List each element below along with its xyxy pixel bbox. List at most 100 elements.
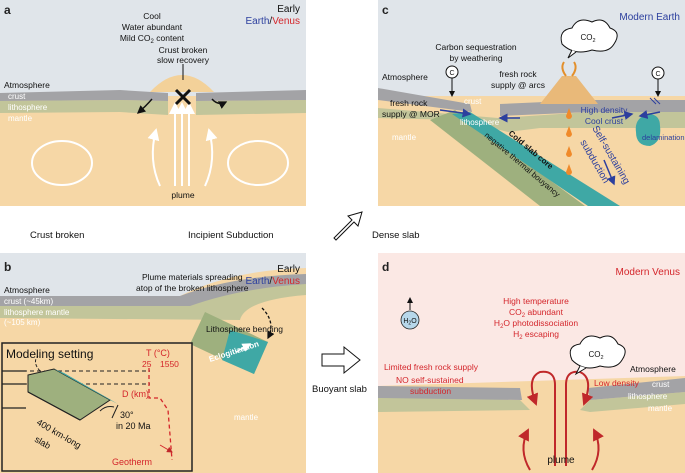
panel-d-crust-right: [588, 378, 685, 400]
panel-c-carbon-1: Carbon sequestration: [435, 42, 517, 52]
panel-c-slab-core: [452, 112, 620, 206]
panel-c-volcano: [540, 76, 598, 104]
magma-drop: [566, 164, 572, 175]
co2-cloud-icon: [569, 335, 626, 369]
panel-a-crust-right: [196, 90, 306, 101]
panel-a-era: Early: [277, 4, 300, 15]
dense-slab-arrow-icon: [333, 211, 363, 241]
inset-age-label: in 20 Ma: [116, 421, 151, 431]
panel-c-mor-1: fresh rock: [390, 98, 428, 108]
inset-angle-line: [111, 404, 119, 419]
panel-a-letter: a: [4, 3, 11, 17]
panel-c-lithosphere: [378, 108, 685, 132]
panel-c-delamination: delamination: [642, 133, 685, 142]
panel-d-no-self-2: subduction: [410, 386, 451, 396]
inset-title: Modeling setting: [6, 347, 93, 361]
inset-geotherm-label: Geotherm: [112, 457, 152, 467]
panel-a-curl-arrow-left: [136, 98, 153, 114]
eclogitization-arrow: [235, 343, 252, 353]
panel-d-plume: plume: [547, 455, 575, 466]
panel-a-cond-1: Cool: [143, 11, 161, 21]
panel-d-h2o: H2O: [403, 318, 417, 327]
geotherm-curve: [148, 368, 173, 461]
panel-d-lithosphere-left: [378, 397, 530, 412]
panel-c-eruption: [561, 61, 577, 77]
panel-d-crust: crust: [652, 380, 670, 389]
break-mark: [653, 97, 661, 105]
panel-c-atmosphere: Atmosphere: [382, 72, 428, 82]
panel-d-atmosphere: Atmosphere: [630, 364, 676, 374]
inset-dash-curve: [34, 355, 41, 372]
co2-cloud-icon: [560, 19, 618, 53]
panel-d-c1: High temperature: [503, 296, 569, 306]
delamination-blob: [635, 114, 661, 146]
buoyant-slab-arrow-icon: [321, 345, 361, 375]
cloud-tail: [574, 365, 587, 376]
panel-d-lithosphere: lithosphere: [628, 392, 668, 401]
panel-c-letter: c: [382, 3, 389, 17]
panel-a-broken-1: Crust broken: [159, 45, 208, 55]
crust-broken-label: Crust broken: [30, 230, 84, 241]
panel-a-lithosphere-right: [196, 100, 306, 115]
panel-d-no-self-1: NO self-sustained: [396, 375, 464, 385]
panel-b-letter: b: [4, 260, 11, 274]
panel-b-lith-2: (~105 km): [4, 318, 41, 327]
panel-a-convection-left: [31, 140, 93, 186]
inset-angle-label: 30°: [120, 410, 134, 420]
panel-b-atmosphere: Atmosphere: [4, 285, 50, 295]
panel-a-crust: crust: [8, 92, 26, 101]
panel-c-mor-2: supply @ MOR: [382, 109, 440, 119]
dense-slab-label: Dense slab: [372, 230, 420, 241]
bending-arrow: [261, 307, 275, 340]
panel-a-plume: plume: [171, 190, 194, 200]
inset-depth-label: D (km): [122, 389, 149, 399]
plate-motion-arrow: [638, 110, 661, 119]
panel-b-mantle: mantle: [234, 413, 259, 422]
panel-d-crust-left: [378, 386, 522, 400]
plume-arrow: [518, 428, 531, 471]
panel-c-high-density: High density: [581, 105, 629, 115]
carbon-symbol: C: [449, 70, 454, 77]
plume-arrow: [591, 428, 604, 471]
panel-d-c4: H2 escaping: [513, 329, 559, 341]
buoyant-slab-label: Buoyant slab: [312, 384, 367, 395]
panel-c-fresh-arc-2: supply @ arcs: [491, 80, 545, 90]
magma-drop: [566, 146, 572, 157]
panel-d-c3: H2O photodissociation: [494, 318, 578, 330]
geotherm-arrow: [159, 444, 173, 453]
panel-a-atmosphere: Atmosphere: [4, 80, 50, 90]
magma-drop: [566, 126, 572, 137]
h2o-bubble-icon: [400, 310, 420, 330]
panel-c-co2: CO2: [580, 33, 595, 44]
panel-d: d Modern Venus High temperature CO2 abun…: [378, 253, 685, 473]
panel-a-convection-right: [227, 140, 289, 186]
inset-slab: [27, 368, 111, 421]
panel-c-fresh-arc-1: fresh rock: [499, 69, 537, 79]
panel-d-letter: d: [382, 260, 389, 274]
panel-c-cool-crust: Cool crust: [585, 116, 624, 126]
panel-d-mantle: mantle: [648, 404, 673, 413]
panel-b-lithosphere: [0, 283, 306, 320]
magma-drop: [566, 108, 572, 119]
panel-b-plume-spread-2: atop of the broken lithosphere: [136, 283, 249, 293]
crust-broken-x-icon: [174, 88, 192, 106]
inset-angle-arc: [99, 406, 115, 412]
panel-d-low-density: Low density: [594, 378, 640, 388]
panel-d-lithosphere-right: [580, 392, 685, 412]
panel-b-eclogite: [222, 330, 268, 374]
panel-a-lithosphere: lithosphere: [8, 103, 48, 112]
panel-a-cond-2: Water abundant: [122, 22, 183, 32]
panel-b-crust: [0, 274, 306, 306]
panel-c-mantle: mantle: [392, 133, 417, 142]
plate-motion-arrow: [439, 108, 472, 118]
plume-arrow: [526, 370, 556, 466]
panel-b-era: Early: [277, 264, 300, 275]
plate-motion-arrow: [611, 111, 634, 120]
inset-t-1550: 1550: [160, 359, 179, 369]
panel-a-cond-3: Mild CO2 content: [120, 33, 185, 45]
panel-b-era-planets: Earth/Venus: [246, 276, 301, 287]
panel-b-bending: Lithosphere bending: [206, 324, 283, 334]
carbon-symbol: C: [655, 71, 660, 78]
panel-b: b Early Earth/Venus Plume materials spre…: [0, 253, 306, 473]
panel-a-bulge: [150, 75, 214, 92]
